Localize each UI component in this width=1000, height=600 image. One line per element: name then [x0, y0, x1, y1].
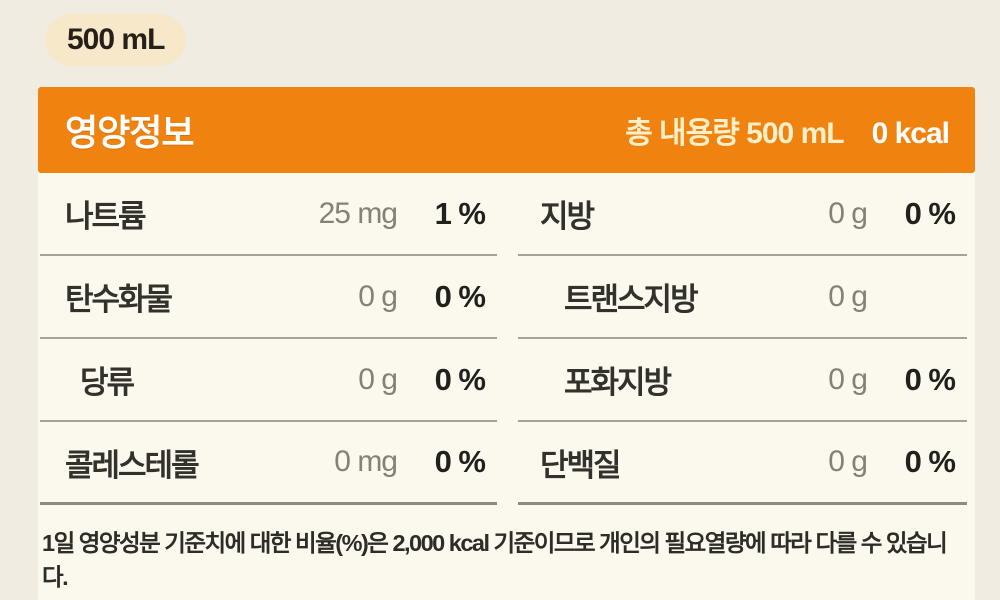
nutrient-daily-value: 0 %: [904, 361, 956, 397]
nutrient-daily-value: 0 %: [904, 444, 956, 479]
nutrient-amount: 0 g: [828, 362, 868, 396]
nutrient-name: 트랜스지방: [564, 282, 699, 317]
nutrition-card: 영양정보 총 내용량 500 mL 0 kcal 나트륨 25 mg 1 % 탄…: [38, 87, 975, 600]
volume-badge: 500 mL: [45, 14, 187, 66]
nutrition-header-bar: 영양정보 총 내용량 500 mL 0 kcal: [38, 87, 975, 173]
nutrient-name: 나트륨: [65, 199, 147, 234]
header-totals: 총 내용량 500 mL 0 kcal: [625, 108, 950, 152]
nutrient-amount: 0 g: [358, 279, 398, 313]
nutrient-daily-value: 0 %: [434, 361, 486, 397]
nutrient-row: 당류 0 g 0 %: [40, 339, 497, 422]
nutrient-name: 탄수화물: [65, 282, 173, 317]
nutrient-row: 단백질 0 g 0 %: [518, 422, 967, 505]
nutrient-row: 지방 0 g 0 %: [518, 173, 967, 256]
nutrient-name: 콜레스테롤: [65, 447, 200, 483]
nutrient-daily-value: 0 %: [434, 278, 486, 314]
nutrient-column-left: 나트륨 25 mg 1 % 탄수화물 0 g 0 % 당류 0 g 0 % 콜레…: [40, 173, 497, 505]
nutrient-column-right: 지방 0 g 0 % 트랜스지방 0 g 포화지방 0 g 0 % 단백질 0 …: [518, 173, 967, 505]
nutrient-amount: 0 g: [358, 362, 398, 396]
nutrient-amount: 0 g: [828, 196, 868, 230]
nutrient-daily-value: 0 %: [434, 444, 486, 479]
nutrient-daily-value: 1 %: [434, 195, 486, 231]
nutrient-daily-value: 0 %: [904, 195, 956, 231]
nutrient-row: 콜레스테롤 0 mg 0 %: [40, 422, 497, 505]
nutrient-row: 트랜스지방 0 g: [518, 256, 967, 339]
volume-badge-label: 500 mL: [67, 23, 165, 56]
nutrient-amount: 25 mg: [318, 196, 398, 230]
nutrient-row: 나트륨 25 mg 1 %: [40, 173, 497, 256]
nutrient-name: 단백질: [540, 447, 622, 483]
nutrient-table: 나트륨 25 mg 1 % 탄수화물 0 g 0 % 당류 0 g 0 % 콜레…: [38, 173, 975, 505]
nutrient-row: 탄수화물 0 g 0 %: [40, 256, 497, 339]
nutrient-row: 포화지방 0 g 0 %: [518, 339, 967, 422]
nutrient-name: 포화지방: [564, 365, 672, 400]
nutrient-amount: 0 mg: [334, 445, 398, 478]
total-volume-text: 총 내용량 500 mL: [625, 117, 844, 150]
nutrient-amount: 0 g: [828, 279, 868, 313]
nutrient-amount: 0 g: [828, 445, 868, 478]
nutrient-name: 당류: [80, 365, 135, 400]
calories-text: 0 kcal: [871, 117, 950, 150]
daily-value-footnote: 1일 영양성분 기준치에 대한 비율(%)은 2,000 kcal 기준이므로 …: [42, 530, 948, 590]
nutrient-name: 지방: [540, 199, 595, 234]
nutrition-title: 영양정보: [65, 112, 194, 153]
